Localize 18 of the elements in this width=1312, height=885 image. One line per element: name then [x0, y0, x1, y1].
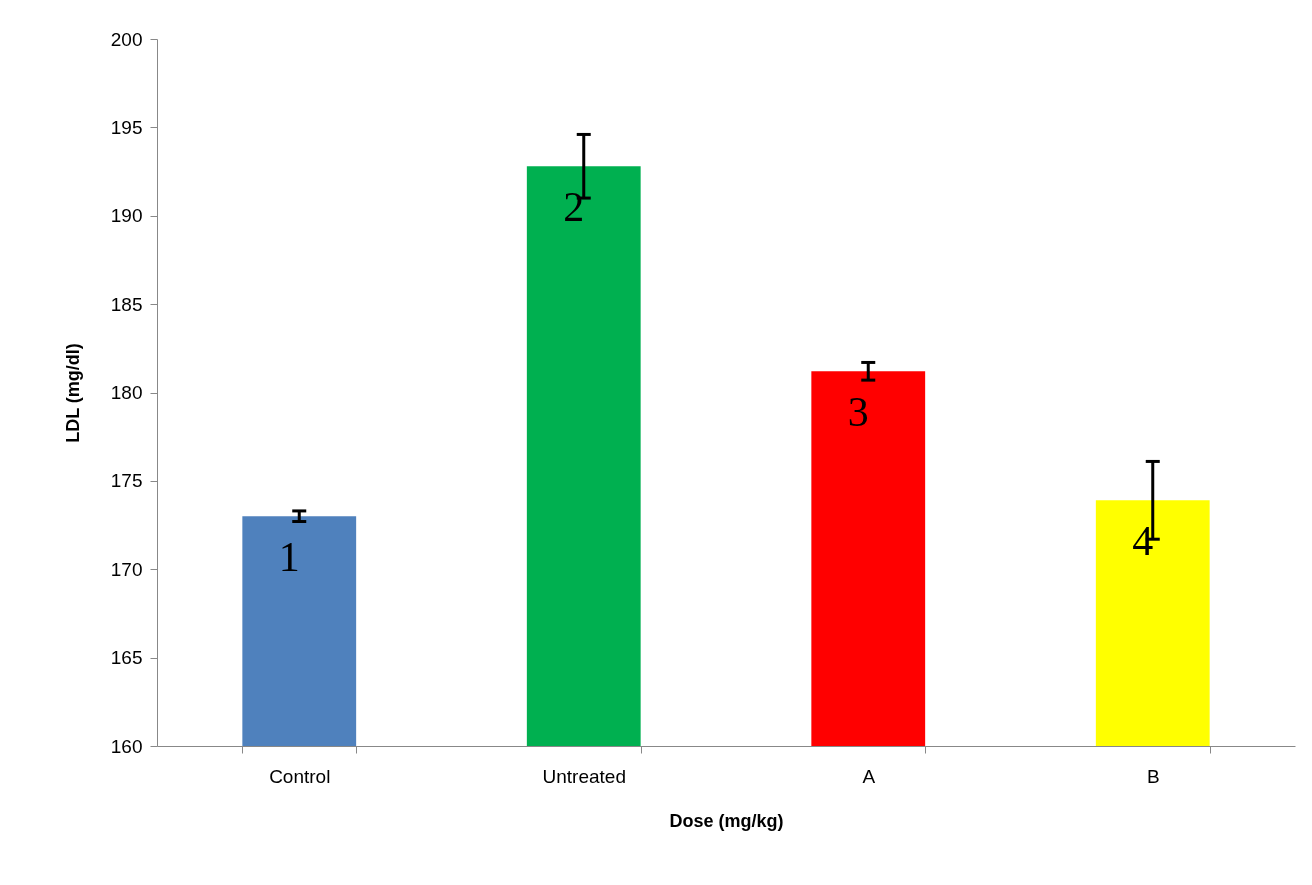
x-tick-label: Untreated: [542, 765, 626, 787]
annotation: 3: [847, 389, 869, 436]
annotation: 1: [278, 534, 300, 581]
annotation: 4: [1132, 518, 1154, 565]
y-tick-label: 175: [110, 470, 143, 492]
y-tick-label: 185: [110, 293, 143, 315]
y-tick-label: 180: [110, 382, 143, 403]
y-tick-label: 200: [110, 28, 143, 50]
y-tick-label: 190: [110, 205, 143, 227]
y-axis-title: LDL (mg/dl): [62, 343, 83, 443]
x-tick-label: B: [1146, 765, 1160, 787]
x-tick-label: Control: [269, 765, 331, 787]
y-tick-label: 160: [110, 735, 143, 757]
y-tick-label: 165: [110, 647, 143, 669]
y-tick-label: 195: [110, 116, 143, 138]
x-tick-label: A: [862, 765, 876, 787]
x-axis-title: Dose (mg/kg): [669, 810, 784, 831]
y-tick-label: 170: [110, 558, 143, 580]
